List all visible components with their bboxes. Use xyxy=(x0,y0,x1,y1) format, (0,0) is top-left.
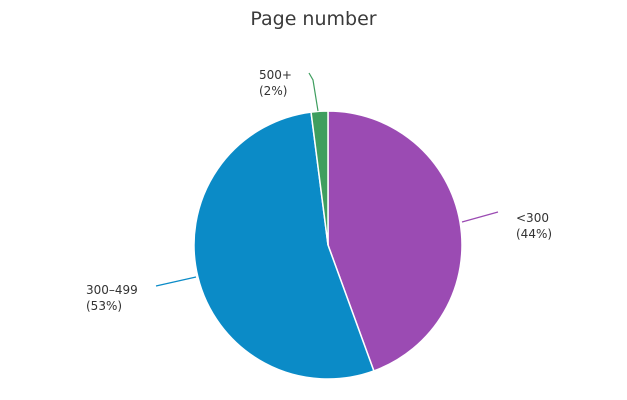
leader-line xyxy=(461,211,499,223)
pie-slice xyxy=(310,110,329,246)
pie-slices xyxy=(193,110,463,380)
leader-line xyxy=(155,276,197,287)
slice-category-label: 500+ xyxy=(259,68,292,82)
slice-category-label: <300 xyxy=(516,211,549,225)
leader-lines xyxy=(155,72,499,287)
chart-title: Page number xyxy=(250,8,377,30)
slice-percent-label: (44%) xyxy=(516,227,552,241)
slice-category-label: 300–499 xyxy=(86,283,138,297)
slice-percent-label: (53%) xyxy=(86,299,122,313)
slice-percent-label: (2%) xyxy=(259,84,287,98)
pie-slice xyxy=(193,111,375,380)
slice-labels: <300 (44%) 300–499 (53%) 500+ (2%) xyxy=(86,68,552,313)
pie-slice xyxy=(327,110,463,372)
leader-line xyxy=(308,72,319,112)
